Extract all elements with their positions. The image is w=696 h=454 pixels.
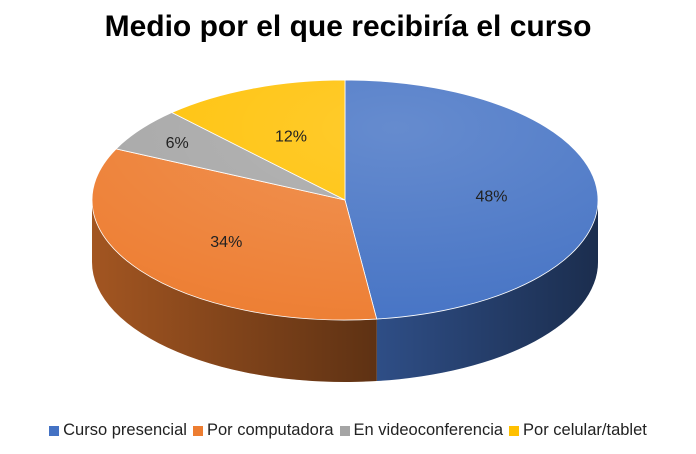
legend-item-por-celular-tablet: Por celular/tablet (509, 421, 647, 440)
legend-item-por-computadora: Por computadora (192, 421, 334, 440)
legend-swatch-curso-presencial (49, 425, 60, 436)
data-label-por-computadora: 34% (210, 234, 242, 251)
legend-swatch-por-celular-tablet (509, 425, 520, 436)
pie-top-highlight (92, 80, 598, 320)
legend-item-curso-presencial: Curso presencial (49, 421, 187, 440)
legend-swatch-en-videoconferencia (339, 425, 350, 436)
legend-label-en-videoconferencia: En videoconferencia (353, 421, 504, 439)
data-label-en-videoconferencia: 6% (166, 135, 189, 152)
pie-side-shading-curso-presencial (376, 200, 598, 382)
data-label-por-celular-tablet: 12% (275, 128, 307, 145)
legend-item-en-videoconferencia: En videoconferencia (339, 421, 504, 440)
data-label-curso-presencial: 48% (475, 189, 507, 206)
legend: Curso presencial Por computadora En videoc… (0, 421, 696, 441)
legend-label-por-computadora: Por computadora (206, 421, 334, 439)
legend-swatch-por-computadora (192, 425, 203, 436)
legend-label-curso-presencial: Curso presencial (63, 421, 187, 439)
pie-side-shading-por-computadora (92, 200, 377, 382)
legend-label-por-celular-tablet: Por celular/tablet (523, 421, 647, 439)
chart-title: Medio por el que recibiría el curso (104, 10, 592, 43)
